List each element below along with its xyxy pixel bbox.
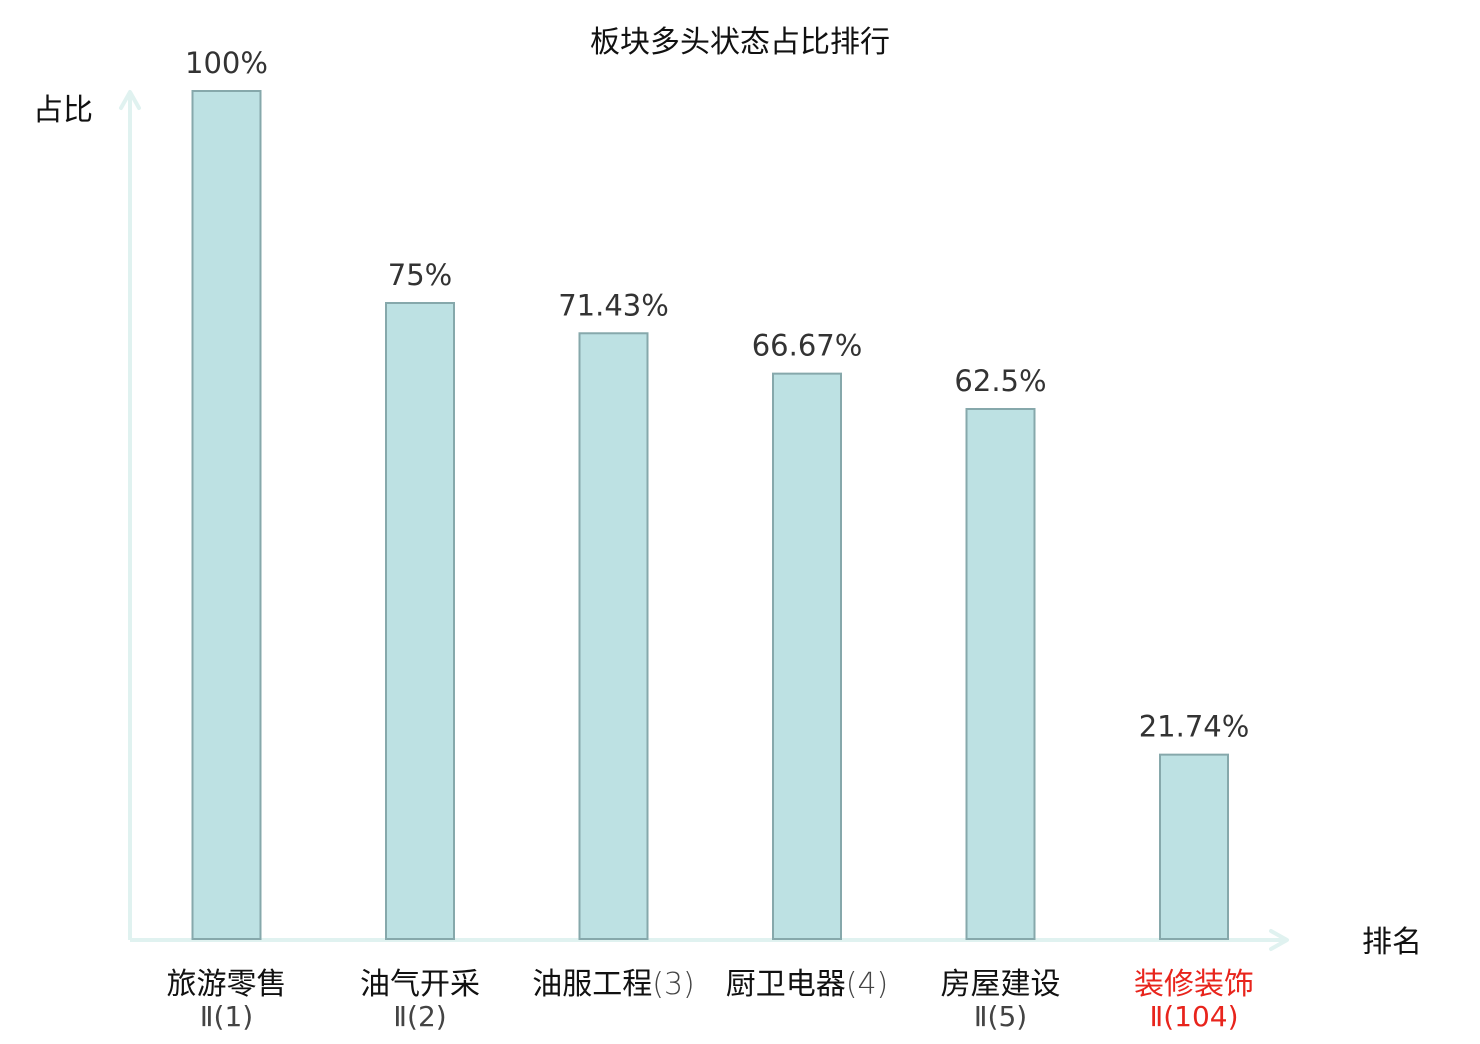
category-rank: Ⅱ(1)	[200, 1000, 253, 1033]
category-name: 油服工程	[532, 967, 652, 1002]
category-rank: (3)	[652, 967, 695, 1002]
bar-value-label: 75%	[388, 258, 452, 292]
bars	[191, 90, 1229, 940]
bar-value-label: 66.67%	[752, 329, 863, 363]
bar	[1159, 753, 1229, 940]
category-name: 油气开采	[360, 967, 480, 1002]
bar	[965, 408, 1036, 940]
category-name: 房屋建设	[941, 967, 1061, 1002]
category-rank: (4)	[846, 967, 889, 1002]
axes	[119, 90, 1289, 951]
category-label: 厨卫电器(4)	[726, 967, 889, 1002]
bar	[772, 372, 842, 940]
category-name: 旅游零售	[167, 967, 287, 1002]
bar-value-label: 21.74%	[1139, 710, 1250, 744]
y-axis-arrow	[119, 90, 141, 110]
bar-value-label: 62.5%	[954, 364, 1046, 398]
chart-title: 板块多头状态占比排行	[590, 25, 890, 60]
category-name: 厨卫电器	[726, 967, 846, 1002]
y-axis-label: 占比	[33, 93, 93, 128]
bar-value-label: 100%	[185, 46, 268, 80]
bar	[385, 302, 455, 940]
bar-value-label: 71.43%	[558, 288, 669, 322]
category-rank: Ⅱ(104)	[1149, 1000, 1238, 1033]
category-label: 油服工程(3)	[532, 967, 695, 1002]
x-axis-arrow	[1269, 929, 1289, 951]
bar	[191, 90, 262, 940]
bar	[578, 332, 649, 940]
category-rank: Ⅱ(5)	[974, 1000, 1027, 1033]
category-rank: Ⅱ(2)	[393, 1000, 446, 1033]
x-axis-label: 排名	[1362, 925, 1422, 960]
category-name: 装修装饰	[1134, 967, 1254, 1002]
value-labels: 100% 75% 71.43% 66.67% 62.5% 21.74%	[185, 46, 1249, 744]
